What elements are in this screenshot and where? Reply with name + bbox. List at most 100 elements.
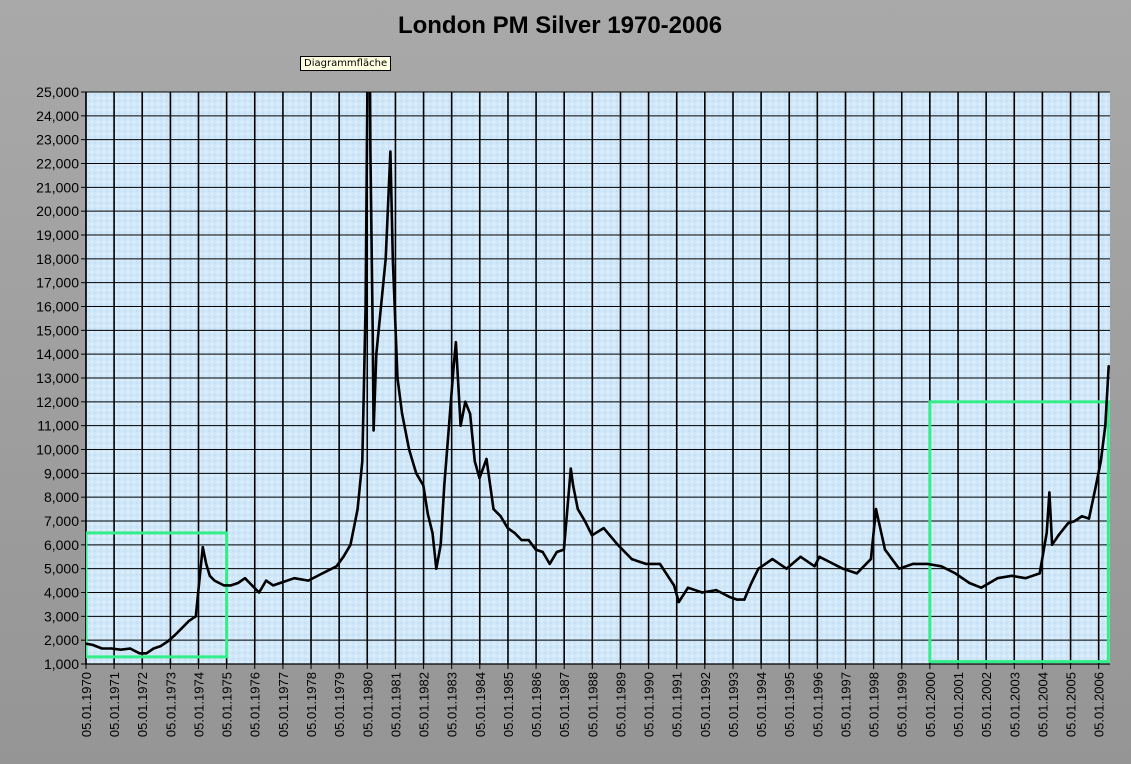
data-point — [534, 548, 537, 551]
data-point — [128, 647, 132, 650]
x-tick-label: 05.01.1989 — [613, 672, 628, 737]
y-tick-label: 24,000 — [36, 108, 79, 124]
highlight-boxes — [86, 400, 1110, 664]
data-point — [1057, 534, 1060, 537]
data-point — [527, 538, 530, 542]
data-point — [119, 648, 122, 651]
data-point — [414, 472, 418, 475]
data-point — [616, 543, 619, 547]
data-point — [422, 484, 425, 487]
y-tick-label: 13,000 — [36, 370, 79, 386]
x-tick-label: 05.01.1992 — [698, 672, 713, 737]
x-tick-label: 05.01.1975 — [220, 672, 235, 737]
data-point — [1050, 543, 1054, 547]
y-tick-label: 9,000 — [44, 465, 79, 481]
data-point — [400, 412, 404, 415]
data-point — [384, 257, 387, 261]
data-point — [213, 579, 216, 582]
data-point — [954, 572, 957, 575]
data-point — [764, 562, 767, 566]
x-tick-label: 05.01.1971 — [107, 672, 122, 737]
data-point — [243, 577, 247, 580]
data-point — [250, 584, 254, 587]
y-tick-label: 4,000 — [44, 585, 79, 601]
y-tick-label: 1,000 — [44, 656, 79, 672]
y-tick-label: 12,000 — [36, 394, 79, 410]
y-tick-label: 7,000 — [44, 513, 79, 529]
data-point — [396, 376, 399, 380]
data-point — [375, 352, 378, 356]
data-point — [874, 507, 878, 511]
data-point — [342, 555, 345, 558]
y-tick-label: 20,000 — [36, 203, 79, 219]
x-tick-label: 05.01.1986 — [529, 672, 544, 737]
x-tick-label: 05.01.1978 — [304, 672, 319, 737]
data-point — [435, 567, 438, 570]
data-point — [1099, 460, 1102, 463]
data-point — [1024, 577, 1027, 580]
x-tick-label: 05.01.2001 — [951, 672, 966, 737]
data-point — [307, 579, 310, 582]
x-tick-label: 05.01.1999 — [895, 672, 910, 737]
data-point — [200, 560, 203, 563]
y-tick-label: 11,000 — [37, 418, 79, 434]
y-tick-label: 17,000 — [36, 275, 79, 291]
data-point — [452, 364, 455, 368]
data-point — [1038, 572, 1041, 575]
x-tick-label: 05.01.1997 — [839, 672, 854, 737]
data-point — [883, 548, 887, 551]
x-axis: 05.01.1970 05.01.1971 05.01.1972 05.01.1973… — [79, 664, 1107, 737]
data-point — [569, 467, 573, 470]
data-point — [407, 448, 411, 451]
data-point — [229, 584, 233, 587]
series-lines — [86, 92, 1110, 655]
y-tick-label: 8,000 — [44, 489, 79, 505]
data-point — [371, 329, 374, 332]
data-point — [736, 598, 739, 601]
data-point — [443, 484, 446, 487]
data-point — [700, 591, 704, 594]
data-point — [335, 565, 338, 568]
x-tick-label: 05.01.1988 — [585, 672, 600, 737]
data-point — [520, 538, 523, 542]
data-point — [447, 424, 451, 427]
data-point — [677, 600, 680, 604]
data-point — [869, 557, 873, 561]
x-tick-label: 05.01.1991 — [670, 672, 685, 737]
x-tick-label: 05.01.1994 — [754, 672, 769, 737]
data-point — [555, 550, 558, 554]
data-point — [715, 588, 718, 592]
x-tick-label: 05.01.1985 — [501, 672, 516, 737]
data-point — [855, 572, 859, 575]
data-point — [1087, 517, 1091, 520]
x-tick-label: 05.01.1976 — [248, 672, 263, 737]
data-point — [513, 531, 516, 535]
data-point — [459, 424, 462, 427]
x-tick-label: 05.01.2004 — [1035, 672, 1050, 737]
data-point — [91, 643, 94, 647]
data-point — [771, 557, 774, 561]
data-point — [968, 581, 971, 585]
x-tick-label: 05.01.2002 — [979, 672, 994, 737]
data-point — [138, 652, 141, 655]
data-point — [205, 562, 208, 566]
data-point — [583, 519, 587, 523]
data-point — [1080, 515, 1084, 518]
x-tick-label: 05.01.1990 — [642, 672, 657, 737]
data-point — [1107, 364, 1110, 368]
highlight-box — [928, 400, 1110, 664]
data-point — [100, 647, 104, 650]
data-point — [729, 596, 732, 599]
x-tick-label: 05.01.1972 — [135, 672, 150, 737]
data-point — [757, 567, 760, 570]
data-point — [818, 555, 821, 558]
data-point — [279, 581, 282, 585]
chart-title: London PM Silver 1970-2006 — [397, 12, 723, 39]
data-point — [173, 634, 176, 637]
data-point — [218, 581, 221, 585]
y-tick-label: 15,000 — [36, 322, 79, 338]
data-point — [743, 598, 746, 601]
data-point — [686, 586, 690, 589]
data-point — [602, 526, 605, 530]
